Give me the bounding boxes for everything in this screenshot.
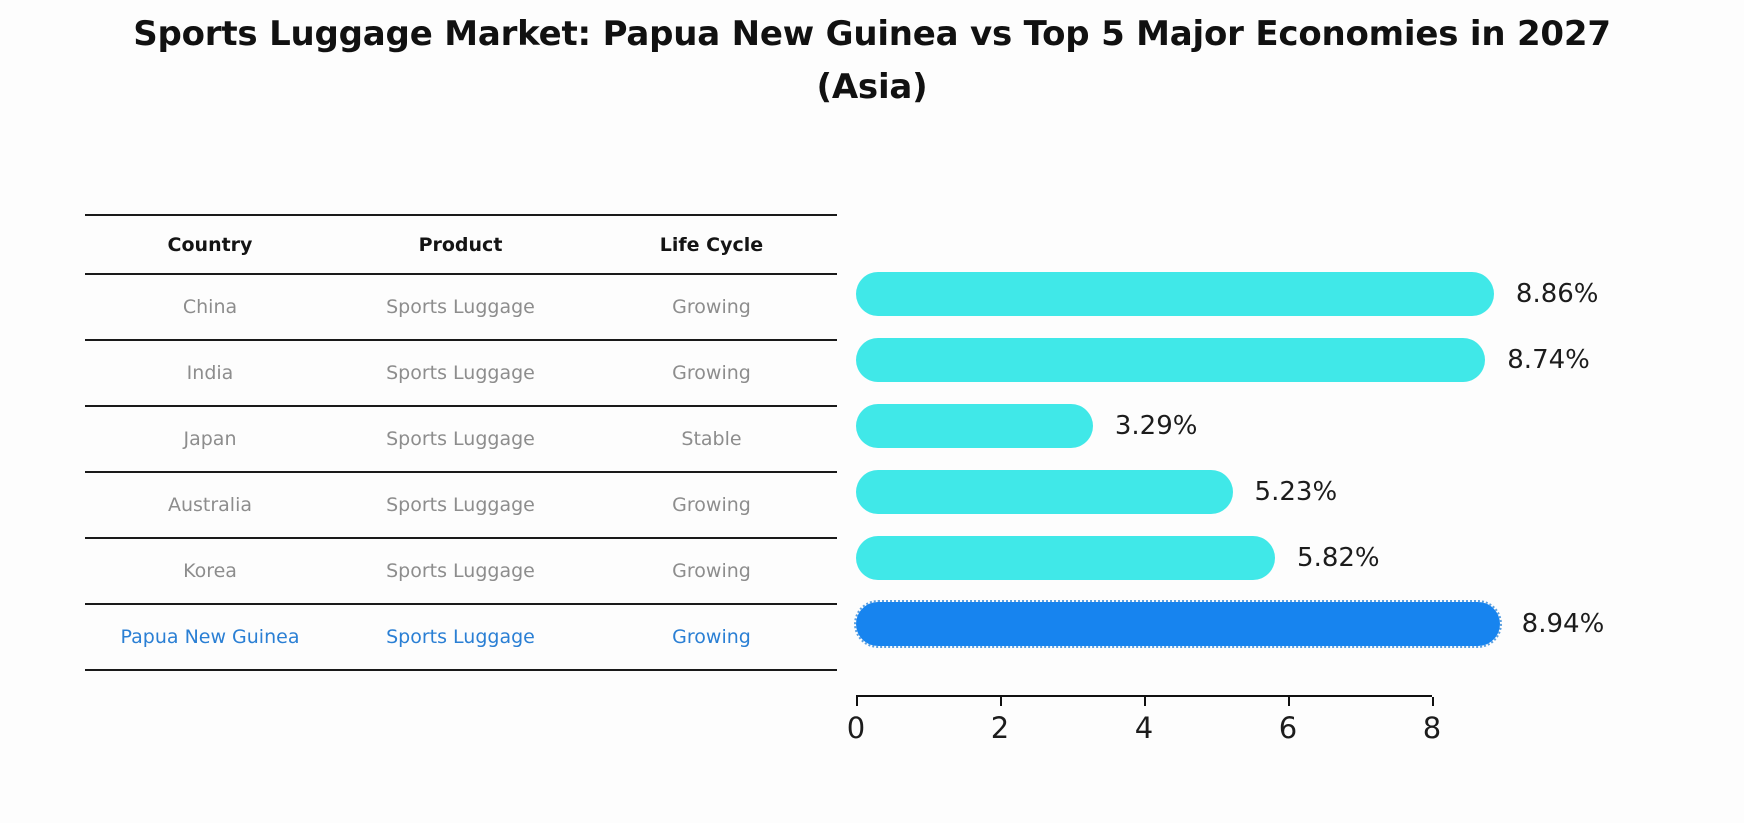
table-cell-product: Sports Luggage bbox=[335, 274, 586, 341]
table-cell-country: China bbox=[85, 274, 335, 341]
bar-value-label: 5.82% bbox=[1297, 543, 1380, 573]
bar-row: 3.29% bbox=[856, 393, 1432, 459]
x-axis-tick-label: 0 bbox=[846, 711, 866, 745]
market-table-panel: Country Product Life Cycle China Sports L… bbox=[85, 214, 837, 671]
table-row: India Sports Luggage Growing bbox=[85, 340, 837, 407]
table-body: China Sports Luggage Growing India Sports Lu… bbox=[85, 274, 837, 671]
bar-row: 8.86% bbox=[856, 261, 1599, 327]
bar-japan[interactable] bbox=[856, 404, 1093, 448]
table-cell-country: Australia bbox=[85, 472, 335, 539]
table-cell-product: Sports Luggage bbox=[335, 604, 586, 671]
bar-australia[interactable] bbox=[856, 470, 1233, 514]
table-cell-life-cycle: Growing bbox=[586, 538, 837, 605]
x-axis: 0 2 4 6 8 bbox=[847, 695, 1441, 745]
table-header-row: Country Product Life Cycle bbox=[85, 214, 837, 275]
x-axis-tick bbox=[856, 697, 858, 706]
bar-row: 8.94% bbox=[854, 591, 1604, 657]
column-header-product: Product bbox=[335, 214, 586, 275]
x-axis-tick-label: 2 bbox=[990, 711, 1010, 745]
table-cell-life-cycle: Growing bbox=[586, 604, 837, 671]
bar-china[interactable] bbox=[856, 272, 1494, 316]
column-header-country: Country bbox=[85, 214, 335, 275]
bar-value-label: 8.86% bbox=[1515, 279, 1599, 309]
bar-papua-new-guinea[interactable] bbox=[854, 600, 1502, 648]
table-cell-product: Sports Luggage bbox=[335, 538, 586, 605]
table-row: Korea Sports Luggage Growing bbox=[85, 538, 837, 605]
table-cell-product: Sports Luggage bbox=[335, 340, 586, 407]
x-axis-tick-label: 6 bbox=[1278, 711, 1298, 745]
bar-value-label: 8.94% bbox=[1521, 609, 1605, 639]
table-cell-life-cycle: Stable bbox=[586, 406, 837, 473]
table-row: China Sports Luggage Growing bbox=[85, 274, 837, 341]
table-cell-life-cycle: Growing bbox=[586, 472, 837, 539]
table-cell-country: Japan bbox=[85, 406, 335, 473]
bar-value-label: 5.23% bbox=[1254, 477, 1338, 507]
plot-area: 8.86% 8.74% 3.29% 5.23% 5.82% 8.94% bbox=[854, 214, 1604, 695]
table-cell-product: Sports Luggage bbox=[335, 472, 586, 539]
x-axis-tick bbox=[1000, 697, 1002, 706]
bar-korea[interactable] bbox=[856, 536, 1276, 580]
chart-title-line-2: (Asia) bbox=[816, 66, 928, 107]
table-cell-product: Sports Luggage bbox=[335, 406, 586, 473]
bar-row: 8.74% bbox=[856, 327, 1590, 393]
table-row: Australia Sports Luggage Growing bbox=[85, 472, 837, 539]
table-header: Country Product Life Cycle bbox=[85, 214, 837, 275]
column-header-life-cycle: Life Cycle bbox=[586, 214, 837, 275]
table-cell-life-cycle: Growing bbox=[586, 340, 837, 407]
bar-row: 5.23% bbox=[856, 459, 1432, 525]
table-row: Japan Sports Luggage Stable bbox=[85, 406, 837, 473]
x-axis-tick-label: 4 bbox=[1134, 711, 1154, 745]
table-cell-country: Papua New Guinea bbox=[85, 604, 335, 671]
table-row: Papua New Guinea Sports Luggage Growing bbox=[85, 604, 837, 671]
bar-chart-panel: 8.86% 8.74% 3.29% 5.23% 5.82% 8.94% 0 2 4 6 8 bbox=[847, 214, 1616, 745]
table-cell-life-cycle: Growing bbox=[586, 274, 837, 341]
bar-row: 5.82% bbox=[856, 525, 1432, 591]
x-axis-tick bbox=[1432, 697, 1434, 706]
x-axis-tick bbox=[1288, 697, 1290, 706]
table-cell-country: Korea bbox=[85, 538, 335, 605]
bar-india[interactable] bbox=[856, 338, 1486, 382]
chart-title-line-1: Sports Luggage Market: Papua New Guinea … bbox=[133, 14, 1611, 54]
x-axis-tick-label: 8 bbox=[1422, 711, 1442, 745]
bar-value-label: 3.29% bbox=[1114, 411, 1198, 441]
x-axis-tick bbox=[1144, 697, 1146, 706]
market-table: Country Product Life Cycle China Sports L… bbox=[85, 214, 837, 671]
bar-value-label: 8.74% bbox=[1507, 345, 1590, 375]
table-cell-country: India bbox=[85, 340, 335, 407]
chart-title: Sports Luggage Market: Papua New Guinea … bbox=[0, 8, 1744, 113]
